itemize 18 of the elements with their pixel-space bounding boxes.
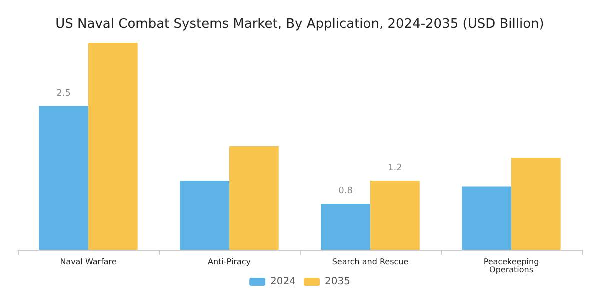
chart-title: US Naval Combat Systems Market, By Application, 2024-2035 (USD Billion)	[56, 17, 544, 32]
data-label: 1.2	[388, 164, 402, 174]
x-tick-label: Search and Rescue	[332, 258, 409, 266]
bar	[180, 181, 230, 250]
legend-label: 2024	[270, 276, 296, 288]
data-label: 2.5	[56, 88, 71, 99]
bar	[462, 186, 512, 250]
data-label: 0.8	[338, 186, 354, 196]
x-tick-label: Peacekeeping Operations	[484, 258, 540, 274]
legend-label: 2035	[325, 276, 350, 288]
bar	[512, 158, 561, 250]
bar	[39, 106, 88, 250]
x-tick-label: Anti-Piracy	[208, 258, 252, 266]
bar	[230, 146, 279, 250]
bar	[88, 43, 138, 250]
bar	[370, 181, 420, 250]
x-tick-label: Naval Warfare	[60, 258, 117, 266]
bar	[321, 204, 370, 250]
